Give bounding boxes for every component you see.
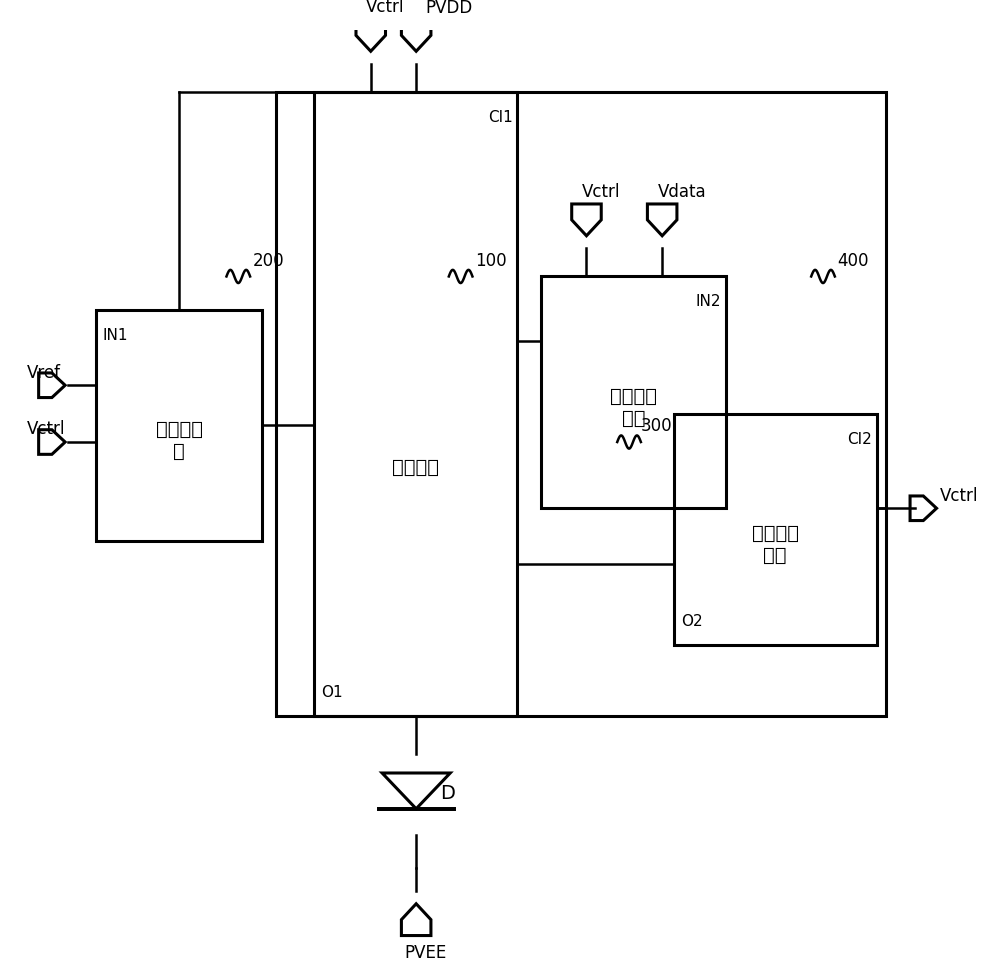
Text: D: D: [440, 782, 455, 802]
Text: Vctrl: Vctrl: [940, 486, 979, 504]
Text: O2: O2: [681, 614, 703, 629]
Text: CI2: CI2: [847, 431, 872, 446]
Text: Vctrl: Vctrl: [366, 0, 405, 17]
Text: 400: 400: [837, 251, 869, 270]
Text: 100: 100: [475, 251, 506, 270]
Text: CI1: CI1: [488, 110, 513, 125]
Text: PVDD: PVDD: [426, 0, 473, 18]
Text: PVEE: PVEE: [405, 944, 447, 961]
Text: 200: 200: [252, 251, 284, 270]
Text: IN1: IN1: [102, 328, 128, 342]
Text: IN2: IN2: [695, 294, 721, 309]
Text: 电流补充
模块: 电流补充 模块: [752, 523, 799, 564]
Text: Vdata: Vdata: [657, 183, 706, 200]
Text: 数据写入
模块: 数据写入 模块: [610, 386, 657, 427]
Text: Vctrl: Vctrl: [27, 420, 66, 438]
Text: 初始化模
块: 初始化模 块: [156, 420, 203, 461]
Text: 300: 300: [640, 417, 672, 435]
Text: 控制模块: 控制模块: [392, 458, 439, 476]
Text: O1: O1: [322, 685, 343, 699]
Text: Vctrl: Vctrl: [582, 183, 620, 200]
Text: Vref: Vref: [27, 363, 61, 381]
